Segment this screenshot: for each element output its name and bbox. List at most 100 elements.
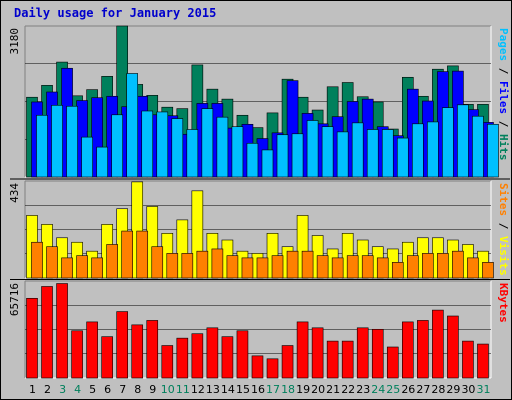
x-tick-label: 10 — [161, 383, 175, 396]
bar-pages-day-7 — [126, 73, 138, 178]
bar-sites-day-8 — [136, 230, 149, 279]
bar-kbytes-day-17 — [266, 358, 279, 379]
legend-label-bottom: KBytes — [497, 283, 510, 323]
bar-pages-day-4 — [81, 136, 93, 178]
bar-pages-day-13 — [216, 116, 229, 178]
bar-sites-day-14 — [226, 255, 239, 279]
bar-kbytes-day-23 — [356, 327, 369, 379]
bar-kbytes-day-28 — [432, 309, 444, 379]
bar-pages-day-19 — [306, 120, 319, 178]
bar-kbytes-day-12 — [191, 333, 204, 379]
bar-pages-day-26 — [412, 123, 424, 178]
bar-pages-day-15 — [246, 142, 259, 178]
x-tick-label: 29 — [446, 383, 460, 396]
bar-sites-day-28 — [437, 253, 449, 279]
bar-sites-day-16 — [256, 257, 269, 279]
bar-pages-day-5 — [96, 146, 108, 178]
bar-kbytes-day-25 — [386, 346, 399, 379]
legend-part: Hits — [497, 134, 510, 161]
legend-part: Sites — [497, 183, 510, 216]
bar-kbytes-day-14 — [221, 336, 234, 379]
bar-pages-day-14 — [231, 126, 244, 178]
bar-kbytes-day-6 — [101, 336, 113, 379]
legend-part: / — [497, 61, 510, 81]
legend-part: / — [497, 114, 510, 134]
bar-sites-day-17 — [271, 255, 284, 279]
bar-kbytes-day-15 — [236, 330, 249, 379]
x-tick-label: 2 — [44, 383, 51, 396]
bar-pages-day-24 — [381, 129, 394, 178]
x-tick-label: 18 — [281, 383, 295, 396]
bar-sites-day-10 — [166, 253, 179, 279]
bar-pages-day-23 — [366, 129, 379, 178]
bar-sites-day-30 — [467, 257, 479, 279]
bar-sites-day-6 — [106, 244, 118, 279]
y-max-label: 3180 — [8, 28, 21, 55]
bar-sites-day-19 — [301, 250, 314, 279]
bar-sites-day-23 — [361, 255, 374, 279]
bar-sites-day-22 — [346, 255, 359, 279]
bar-pages-day-27 — [427, 121, 439, 178]
bar-pages-day-8 — [141, 110, 154, 178]
bar-sites-day-15 — [241, 257, 254, 279]
x-tick-label: 16 — [251, 383, 265, 396]
x-tick-label: 11 — [176, 383, 190, 396]
bar-sites-day-3 — [61, 257, 73, 279]
bar-kbytes-day-7 — [116, 311, 128, 379]
bar-pages-day-12 — [201, 108, 214, 178]
bar-pages-day-20 — [321, 126, 334, 178]
bar-pages-day-29 — [457, 104, 469, 178]
y-max-label: 434 — [8, 183, 21, 203]
bar-pages-day-1 — [36, 114, 48, 178]
x-tick-label: 25 — [386, 383, 400, 396]
bar-pages-day-17 — [276, 134, 289, 178]
bar-kbytes-day-31 — [477, 343, 489, 379]
bar-pages-day-9 — [156, 111, 169, 178]
bar-pages-day-6 — [111, 114, 123, 178]
bar-kbytes-day-26 — [402, 321, 414, 379]
x-tick-label: 28 — [431, 383, 445, 396]
bar-kbytes-day-22 — [341, 340, 354, 379]
bar-kbytes-day-9 — [146, 320, 159, 379]
y-max-label: 65716 — [8, 283, 21, 316]
legend-label-middle: Sites / Visits — [497, 183, 510, 276]
x-tick-label: 31 — [476, 383, 490, 396]
x-tick-label: 22 — [341, 383, 355, 396]
bar-sites-day-21 — [331, 257, 344, 279]
bar-sites-day-25 — [391, 262, 404, 279]
x-tick-label: 5 — [89, 383, 96, 396]
bar-kbytes-day-27 — [417, 320, 429, 379]
x-tick-label: 24 — [371, 383, 385, 396]
bar-sites-day-5 — [91, 257, 103, 279]
legend-part: Files — [497, 81, 510, 114]
legend-part: / — [497, 216, 510, 236]
x-tick-label: 15 — [236, 383, 250, 396]
bar-sites-day-11 — [181, 253, 194, 279]
x-tick-label: 14 — [221, 383, 235, 396]
bar-kbytes-day-8 — [131, 324, 144, 379]
x-tick-label: 26 — [401, 383, 415, 396]
x-tick-label: 12 — [191, 383, 205, 396]
bar-sites-day-7 — [121, 230, 133, 279]
bar-kbytes-day-3 — [56, 283, 68, 379]
bar-kbytes-day-11 — [176, 337, 189, 379]
bar-pages-day-10 — [171, 118, 184, 178]
bar-sites-day-9 — [151, 246, 164, 279]
x-tick-label: 20 — [311, 383, 325, 396]
x-tick-label: 6 — [104, 383, 111, 396]
bar-sites-day-12 — [196, 250, 209, 279]
x-tick-label: 13 — [206, 383, 220, 396]
x-tick-label: 4 — [74, 383, 81, 396]
x-tick-label: 8 — [134, 383, 141, 396]
bar-pages-day-25 — [396, 137, 409, 178]
bar-kbytes-day-2 — [41, 286, 53, 379]
bar-pages-day-11 — [186, 129, 199, 178]
x-tick-label: 7 — [119, 383, 126, 396]
x-tick-label: 30 — [461, 383, 475, 396]
x-tick-label: 27 — [416, 383, 430, 396]
bar-pages-day-16 — [261, 149, 274, 178]
bar-sites-day-27 — [422, 253, 434, 279]
bar-kbytes-day-30 — [462, 340, 474, 379]
bar-kbytes-day-4 — [71, 330, 83, 379]
